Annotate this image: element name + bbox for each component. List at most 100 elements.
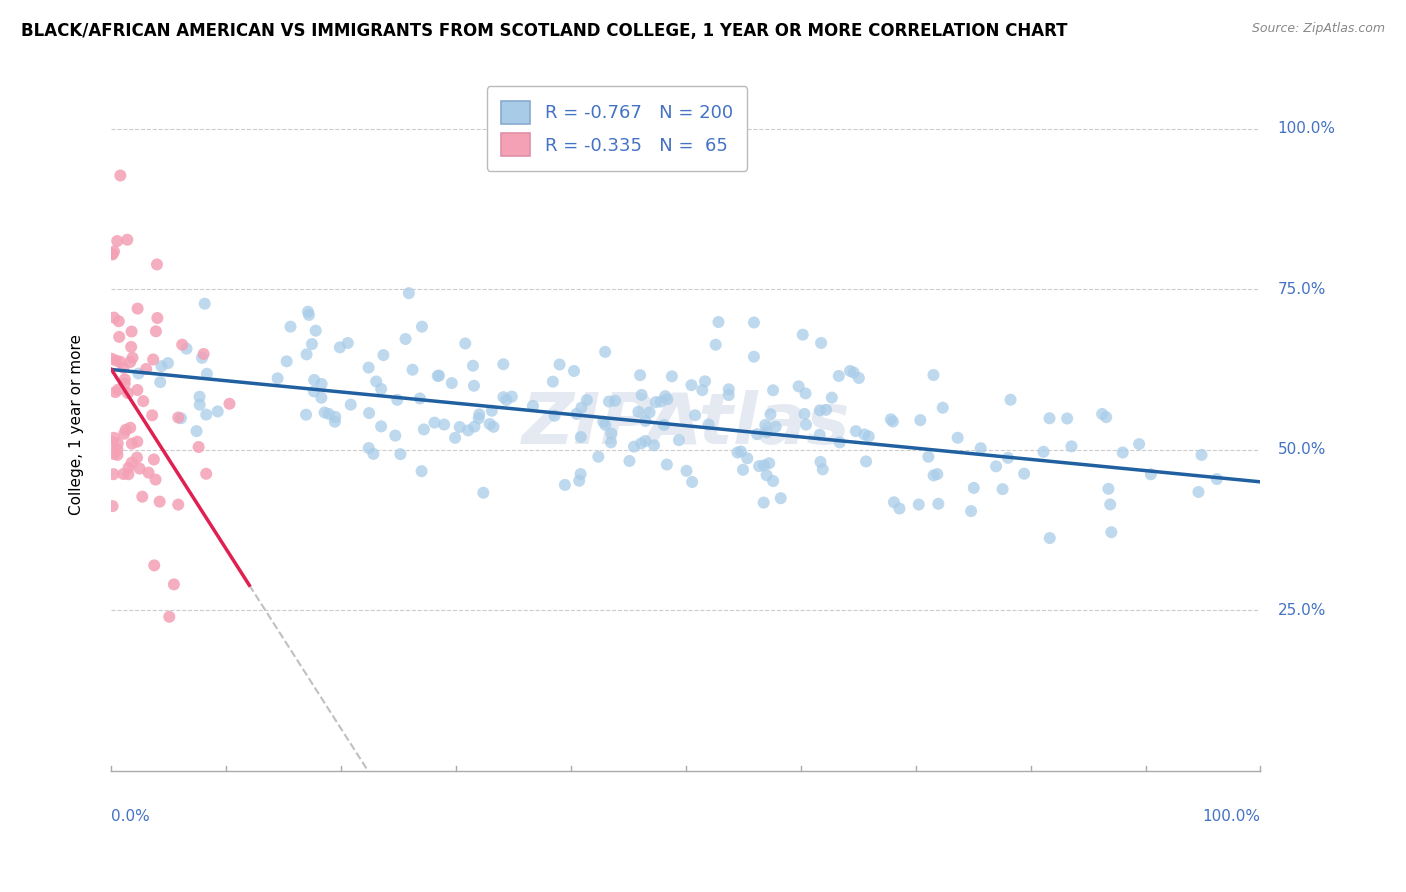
Point: [409, 392, 432, 406]
Point: [759, 407, 782, 421]
Point: [366, 375, 388, 389]
Point: [125, 450, 148, 465]
Point: [683, 409, 706, 423]
Point: [384, 428, 406, 442]
Point: [101, 247, 124, 261]
Point: [167, 498, 190, 512]
Point: [100, 351, 122, 366]
Point: [195, 367, 218, 381]
Point: [163, 577, 186, 591]
Point: [117, 467, 139, 482]
Point: [815, 402, 838, 417]
Point: [411, 319, 433, 334]
Point: [468, 411, 491, 425]
Point: [1095, 410, 1118, 425]
Point: [1091, 407, 1114, 421]
Point: [176, 342, 198, 356]
Point: [808, 427, 831, 442]
Point: [1012, 467, 1035, 481]
Point: [110, 169, 132, 183]
Point: [127, 434, 149, 449]
Point: [387, 392, 409, 407]
Point: [793, 407, 815, 421]
Point: [157, 609, 180, 624]
Point: [880, 412, 903, 426]
Point: [810, 455, 832, 469]
Point: [927, 497, 949, 511]
Point: [853, 427, 876, 442]
Point: [121, 436, 143, 450]
Point: [737, 451, 759, 466]
Point: [568, 474, 591, 488]
Point: [302, 373, 325, 387]
Point: [311, 391, 333, 405]
Point: [630, 436, 652, 450]
Point: [681, 475, 703, 489]
Point: [600, 435, 623, 450]
Point: [482, 420, 505, 434]
Point: [389, 447, 412, 461]
Point: [1099, 498, 1122, 512]
Point: [103, 467, 125, 482]
Point: [634, 434, 657, 448]
Point: [266, 371, 288, 385]
Text: 100.0%: 100.0%: [1202, 809, 1260, 824]
Text: 75.0%: 75.0%: [1278, 282, 1326, 297]
Point: [794, 386, 817, 401]
Point: [548, 358, 571, 372]
Point: [142, 452, 165, 467]
Point: [325, 409, 347, 424]
Point: [747, 427, 769, 442]
Point: [565, 407, 588, 421]
Point: [638, 405, 661, 419]
Point: [769, 491, 792, 506]
Point: [146, 257, 169, 271]
Point: [323, 415, 346, 429]
Point: [922, 468, 945, 483]
Point: [468, 408, 491, 422]
Point: [717, 388, 740, 402]
Point: [112, 467, 135, 481]
Point: [440, 376, 463, 390]
Point: [318, 407, 340, 421]
Point: [112, 360, 135, 375]
Point: [401, 362, 423, 376]
Point: [808, 403, 831, 417]
Point: [127, 383, 149, 397]
Point: [454, 336, 477, 351]
Point: [167, 410, 190, 425]
Point: [132, 394, 155, 409]
Point: [1140, 467, 1163, 482]
Point: [1038, 411, 1060, 425]
Point: [1128, 437, 1150, 451]
Point: [762, 383, 785, 397]
Point: [461, 359, 484, 373]
Point: [792, 327, 814, 342]
Point: [752, 458, 775, 473]
Text: College, 1 year or more: College, 1 year or more: [69, 334, 84, 515]
Point: [754, 417, 776, 432]
Point: [357, 441, 380, 455]
Point: [643, 438, 665, 452]
Point: [107, 442, 129, 457]
Point: [101, 434, 124, 449]
Point: [554, 478, 576, 492]
Point: [463, 419, 485, 434]
Point: [693, 374, 716, 388]
Point: [114, 372, 136, 386]
Point: [150, 359, 173, 374]
Point: [188, 398, 211, 412]
Point: [603, 393, 626, 408]
Point: [135, 362, 157, 376]
Point: [411, 464, 433, 478]
Point: [370, 419, 392, 434]
Point: [742, 350, 765, 364]
Point: [1112, 445, 1135, 459]
Point: [117, 386, 139, 401]
Point: [305, 324, 328, 338]
Point: [1097, 482, 1119, 496]
Point: [188, 390, 211, 404]
Point: [765, 419, 787, 434]
Point: [297, 304, 319, 318]
Point: [412, 422, 434, 436]
